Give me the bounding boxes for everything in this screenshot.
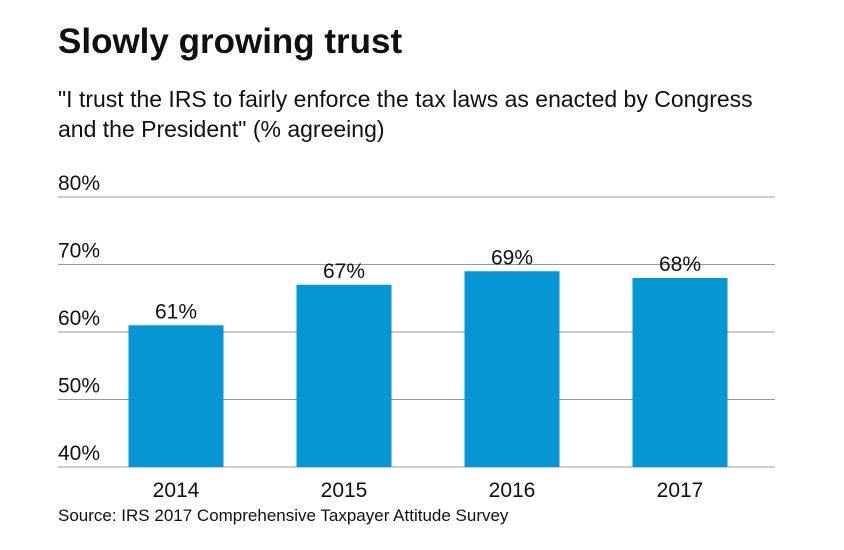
y-tick-label: 70% [58,240,100,263]
y-tick-label: 50% [58,375,100,398]
value-label: 61% [155,300,197,323]
x-tick-label: 2014 [153,479,200,502]
x-tick-label: 2015 [321,479,368,502]
chart-title: Slowly growing trust [58,22,403,61]
x-tick-label: 2017 [657,479,704,502]
x-tick-label: 2016 [489,479,536,502]
bar [128,325,224,467]
y-tick-label: 40% [58,442,100,465]
bar [464,271,560,467]
chart-subtitle: "I trust the IRS to fairly enforce the t… [58,86,753,142]
y-tick-label: 80% [58,172,100,195]
bar [296,284,392,467]
y-tick-label: 60% [58,307,100,330]
value-label: 67% [323,260,365,283]
value-label: 68% [659,253,701,276]
source-note: Source: IRS 2017 Comprehensive Taxpayer … [58,506,509,525]
value-label: 69% [491,246,533,269]
bar [632,278,728,467]
